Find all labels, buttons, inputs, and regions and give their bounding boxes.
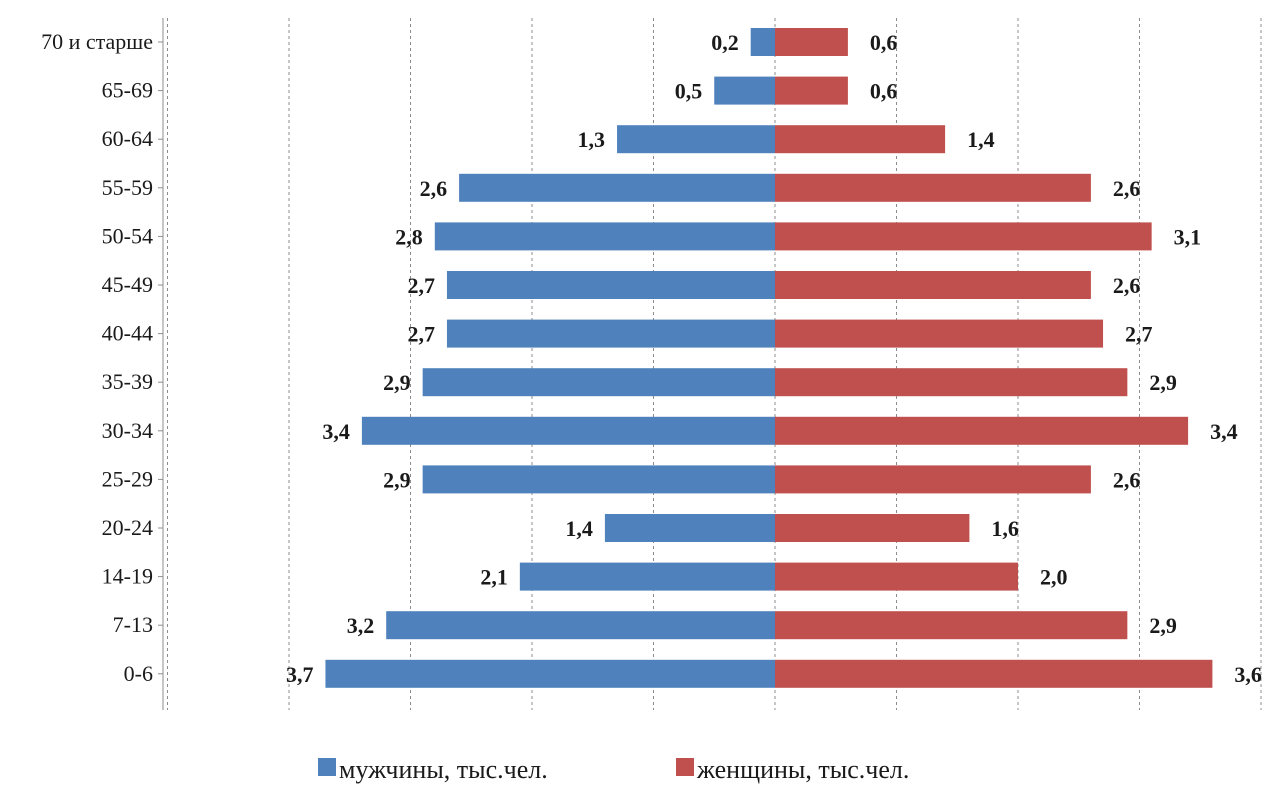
bar-male	[459, 173, 775, 202]
data-label-female: 0,6	[870, 30, 898, 55]
bar-female	[775, 125, 946, 154]
bar-male	[604, 514, 775, 542]
data-label-male: 2,1	[480, 565, 508, 590]
bar-male	[434, 222, 775, 251]
category-label: 30-34	[102, 418, 153, 443]
bar-female	[775, 271, 1091, 299]
bar-female	[775, 28, 848, 56]
bar-female	[775, 319, 1104, 348]
category-label: 0-6	[124, 661, 153, 686]
bar-female	[775, 76, 848, 105]
data-label-male: 1,4	[565, 516, 593, 541]
category-label: 50-54	[102, 223, 153, 248]
bar-male	[519, 562, 775, 591]
category-label: 7-13	[113, 612, 153, 637]
category-label: 40-44	[102, 321, 153, 346]
data-label-female: 2,9	[1149, 370, 1177, 395]
bar-male	[714, 76, 775, 105]
data-label-female: 2,7	[1125, 322, 1153, 347]
category-label: 65-69	[102, 78, 153, 103]
bar-male	[422, 465, 775, 494]
data-label-male: 1,3	[578, 127, 606, 152]
data-label-male: 2,6	[420, 176, 448, 201]
legend-swatch-female	[676, 758, 694, 776]
category-label: 60-64	[102, 126, 153, 151]
data-label-female: 3,6	[1234, 662, 1262, 687]
data-label-male: 3,4	[322, 419, 350, 444]
data-label-female: 3,1	[1174, 224, 1202, 249]
category-label: 55-59	[102, 175, 153, 200]
category-label: 20-24	[102, 515, 153, 540]
legend-label-female: женщины, тыс.чел.	[696, 755, 909, 784]
bar-male	[446, 271, 775, 299]
data-label-female: 2,6	[1113, 273, 1141, 298]
data-label-male: 2,8	[395, 224, 423, 249]
data-label-female: 2,6	[1113, 176, 1141, 201]
bar-female	[775, 562, 1018, 591]
data-label-male: 2,7	[407, 322, 435, 347]
bar-male	[386, 611, 775, 640]
category-label: 70 и старше	[41, 29, 153, 54]
bar-male	[446, 319, 775, 348]
data-label-female: 1,4	[967, 127, 995, 152]
legend-label-male: мужчины, тыс.чел.	[339, 755, 548, 784]
category-label: 25-29	[102, 466, 153, 491]
bars	[325, 28, 1213, 688]
category-label: 14-19	[102, 564, 153, 589]
data-label-female: 2,9	[1149, 613, 1177, 638]
data-label-female: 2,0	[1040, 565, 1068, 590]
data-label-male: 0,5	[675, 79, 703, 104]
bar-male	[750, 28, 775, 56]
bar-female	[775, 514, 970, 542]
bar-female	[775, 222, 1152, 251]
bar-male	[617, 125, 775, 154]
category-label: 45-49	[102, 272, 153, 297]
data-label-female: 2,6	[1113, 467, 1141, 492]
bar-female	[775, 368, 1128, 397]
data-label-female: 1,6	[991, 516, 1019, 541]
bar-female	[775, 611, 1128, 640]
data-label-male: 3,7	[286, 662, 314, 687]
bar-female	[775, 465, 1091, 494]
data-label-male: 2,7	[407, 273, 435, 298]
legend: мужчины, тыс.чел. женщины, тыс.чел.	[318, 755, 909, 784]
bar-female	[775, 416, 1189, 445]
data-label-male: 0,2	[711, 30, 739, 55]
bar-male	[422, 368, 775, 397]
data-label-female: 0,6	[870, 79, 898, 104]
category-axis: 70 и старше 65-69 60-64 55-59 50-54 45-49 40-4…	[41, 18, 164, 710]
data-labels: 0,2 0,5 1,3 2,6 2,8 2,7 2,7 2,9 3,4 2,9 1,4 2,1 3,2 3…	[286, 30, 1262, 687]
bar-female	[775, 173, 1091, 202]
category-label: 35-39	[102, 369, 153, 394]
grid-lines	[167, 18, 1262, 710]
bar-female	[775, 659, 1213, 688]
data-label-female: 3,4	[1210, 419, 1238, 444]
data-label-male: 3,2	[347, 613, 375, 638]
bar-male	[325, 659, 775, 688]
legend-swatch-male	[318, 758, 336, 776]
data-label-male: 2,9	[383, 467, 411, 492]
bar-male	[361, 416, 775, 445]
data-label-male: 2,9	[383, 370, 411, 395]
